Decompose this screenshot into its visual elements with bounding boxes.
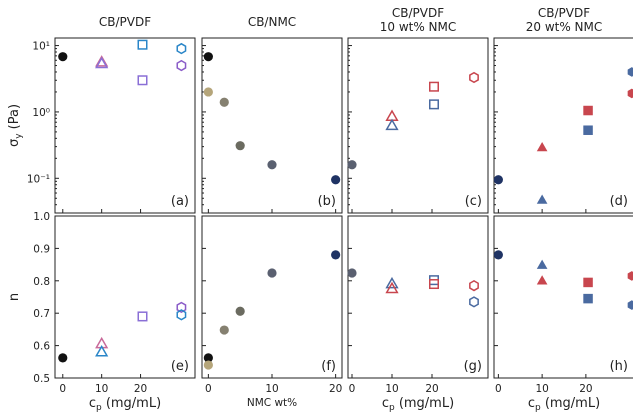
y-tick-label: 10⁻¹: [27, 173, 50, 185]
panel-label: (b): [318, 194, 336, 209]
data-point-triangle: [95, 344, 109, 357]
data-point-circle: [203, 353, 213, 363]
data-point-hexagon: [469, 296, 479, 308]
data-point-square: [137, 39, 148, 50]
data-point-circle: [219, 325, 229, 335]
data-point-circle: [235, 141, 245, 151]
data-point-hexagon: [627, 300, 633, 310]
x-tick-label: 10: [385, 383, 398, 395]
y-tick-label: 10¹: [32, 41, 50, 53]
x-axis-label: NMC wt%: [247, 397, 297, 409]
data-point-square: [583, 293, 593, 304]
data-point-circle: [203, 52, 213, 62]
panel-label: (e): [171, 359, 189, 374]
data-point-hexagon: [627, 67, 633, 77]
y-tick-label: 0.8: [33, 276, 50, 288]
panel-label: (d): [610, 194, 628, 209]
data-point-circle: [267, 268, 277, 278]
y-tick-label: 1.0: [33, 211, 50, 223]
data-point-triangle: [536, 194, 548, 204]
column-title: CB/NMC: [248, 15, 296, 29]
x-tick-label: 0: [349, 383, 356, 395]
data-point-circle: [58, 52, 68, 62]
data-point-square: [583, 105, 593, 116]
x-tick-label: 0: [59, 383, 66, 395]
data-point-triangle: [95, 55, 109, 67]
y-axis-label-top: σy (Pa): [7, 104, 24, 147]
data-point-triangle: [385, 276, 399, 289]
panel-label: (f): [321, 359, 336, 374]
data-point-circle: [331, 250, 341, 260]
y-tick-label: 0.5: [33, 373, 50, 385]
x-tick-label: 20: [134, 383, 147, 395]
data-point-circle: [203, 360, 213, 370]
data-point-circle: [58, 353, 68, 363]
x-tick-label: 0: [495, 383, 502, 395]
x-tick-label: 10: [265, 383, 278, 395]
panel-label: (a): [171, 194, 189, 209]
panel-frame: [347, 37, 489, 214]
column-title: CB/PVDF: [99, 15, 151, 29]
y-tick-label: 0.7: [33, 308, 50, 320]
x-tick-label: 10: [95, 383, 108, 395]
panel-frame: [54, 215, 196, 379]
x-axis-label: cp (mg/mL): [382, 396, 454, 413]
data-point-square: [429, 81, 439, 92]
data-point-hexagon: [627, 88, 633, 99]
data-point-triangle: [385, 281, 399, 294]
data-point-circle: [219, 97, 229, 107]
data-point-circle: [347, 268, 357, 278]
y-tick-label: 10⁰: [32, 107, 50, 119]
panel-frame: [201, 215, 343, 379]
panel-frame: [347, 215, 489, 379]
panel-frame: [493, 215, 633, 379]
data-point-circle: [347, 160, 357, 170]
panel-frame: [493, 37, 633, 214]
panel-frame: [201, 37, 343, 214]
data-point-hexagon: [176, 309, 187, 321]
x-axis-label: cp (mg/mL): [89, 396, 161, 413]
data-point-circle: [235, 306, 245, 316]
data-point-circle: [493, 175, 503, 185]
data-point-hexagon: [176, 301, 187, 314]
y-axis-label-bottom: n: [7, 293, 22, 301]
x-tick-label: 10: [535, 383, 548, 395]
x-tick-label: 20: [425, 383, 438, 395]
data-point-hexagon: [469, 71, 479, 84]
y-tick-label: 0.9: [33, 243, 50, 255]
panel-label: (g): [464, 359, 482, 374]
panel-label: (c): [465, 194, 482, 209]
data-point-circle: [203, 87, 213, 97]
x-axis-label: cp (mg/mL): [528, 396, 600, 413]
x-tick-label: 0: [205, 383, 212, 395]
data-point-square: [137, 75, 148, 86]
data-point-triangle: [536, 259, 548, 269]
data-point-hexagon: [176, 59, 187, 72]
x-tick-label: 20: [579, 383, 592, 395]
data-point-triangle: [536, 142, 548, 152]
data-point-triangle: [385, 118, 399, 131]
data-point-triangle: [536, 275, 548, 285]
column-subtitle: 20 wt% NMC: [526, 20, 603, 34]
panel-frame: [54, 37, 196, 214]
panel-label: (h): [610, 359, 628, 374]
data-point-circle: [267, 160, 277, 170]
data-point-hexagon: [469, 279, 479, 292]
data-point-circle: [493, 250, 503, 260]
column-title: CB/PVDF: [392, 6, 444, 20]
data-point-square: [137, 311, 148, 322]
column-subtitle: 10 wt% NMC: [380, 20, 457, 34]
column-title: CB/PVDF: [538, 6, 590, 20]
data-point-circle: [331, 175, 341, 185]
data-point-hexagon: [627, 271, 633, 281]
data-point-square: [429, 279, 439, 290]
data-point-square: [583, 125, 593, 135]
data-point-square: [583, 277, 593, 288]
x-tick-label: 20: [329, 383, 342, 395]
data-point-hexagon: [176, 42, 187, 55]
y-tick-label: 0.6: [33, 341, 50, 353]
data-point-square: [429, 99, 439, 110]
data-point-triangle: [95, 56, 109, 69]
